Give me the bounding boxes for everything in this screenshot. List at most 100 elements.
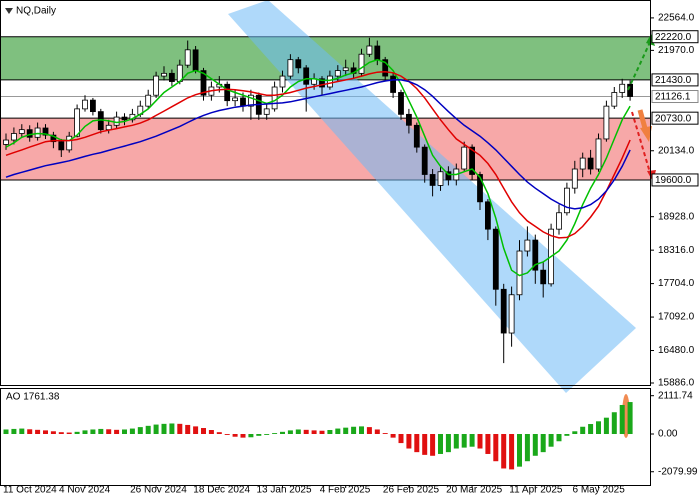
ao-bar [287,430,293,435]
candle-body [477,174,483,203]
ao-bar [540,434,546,453]
x-tick-label: 4 Feb 2025 [320,485,371,496]
ao-bar [580,426,586,435]
ao-bar [232,434,238,437]
candle-body [429,174,436,186]
ao-bar [90,429,96,435]
candle-body [184,49,191,66]
ao-bar [295,429,301,435]
ao-bar [603,417,609,435]
zone [0,118,650,180]
candle-body [508,294,515,334]
ao-bar [485,434,491,454]
x-tick-label: 6 May 2025 [573,485,626,496]
price-frame [0,0,651,386]
candle-body [516,250,523,296]
ao-bar [548,434,554,447]
ao-bar [461,434,467,448]
candle-body [263,108,270,115]
ma-line [5,58,631,277]
candle-body [595,138,602,170]
ao-bar [556,434,562,442]
ao-bar [240,434,246,438]
x-tick-label: 11 Oct 2024 [3,485,57,496]
candle-body [153,75,160,96]
ao-bar [398,434,404,444]
candle-body [145,94,152,107]
ao-label: AO 1761.38 [6,392,60,403]
ao-bar [201,428,206,435]
ao-bar [588,424,594,435]
candle-body [295,59,302,69]
candle-body [224,83,231,102]
ao-bar [524,434,530,462]
candle-body [390,75,397,93]
candle-body [405,113,412,126]
candle-body [603,105,610,140]
x-tick-label: 20 Mar 2025 [446,485,503,496]
candle-body [469,146,476,175]
ao-bar [477,434,483,449]
ao-bar [224,434,230,435]
y-tick-label: 16480.0 [658,345,695,356]
x-tick-label: 26 Feb 2025 [383,485,440,496]
ao-bar [501,434,507,469]
ao-bar [374,429,380,435]
candle-body [619,83,626,93]
candle-body [161,72,167,77]
candle-body [611,92,618,107]
candle-body [113,116,120,126]
ao-bar [50,431,56,435]
x-tick-label: 4 Nov 2024 [59,485,111,496]
candle-body [3,139,9,145]
candle-body [240,97,246,107]
ao-bar [19,428,25,435]
ao-bar [169,423,175,435]
candle-body [587,157,594,170]
candle-body [579,157,586,170]
candle-body [358,53,365,74]
ao-bar [11,428,17,435]
ao-bar [145,425,151,435]
ao-frame [0,388,651,486]
ao-bar [596,421,601,435]
ao-bar [177,423,183,435]
ao-bar [414,434,420,453]
ao-bar [248,434,254,438]
level-label: 21430.0 [655,75,692,86]
candle-body [532,239,539,271]
level-box [651,173,699,187]
candle-body [382,59,389,77]
ma-line [5,79,631,210]
ao-bar [114,429,120,435]
ao-bar [509,434,515,470]
x-tick-label: 18 Dec 2024 [193,485,250,496]
ao-bar [517,434,522,467]
ao-bar [98,428,104,435]
candle-body [421,146,428,175]
current-price-box [651,90,699,104]
ao-bar [493,434,499,462]
ao-bar [351,426,357,435]
ao-bar [35,429,41,435]
candle-body [461,146,468,170]
candle-body [492,228,499,290]
candle-body [18,129,25,134]
candle-body [279,75,286,88]
ao-bar [193,426,199,435]
candle-body [366,45,373,55]
level-label: 19600.0 [655,175,692,186]
ao-bar [129,428,135,435]
candle-body [445,171,452,181]
ao-bar [3,429,9,435]
y-tick-label: 21970.0 [658,45,695,56]
ao-bar [572,431,578,435]
ao-bar [161,423,167,435]
candle-body [50,134,57,143]
candle-body [121,116,128,121]
level-box [651,30,699,44]
candle-body [334,70,341,77]
ao-bar [627,402,633,435]
level-label: 20730.0 [655,113,692,124]
